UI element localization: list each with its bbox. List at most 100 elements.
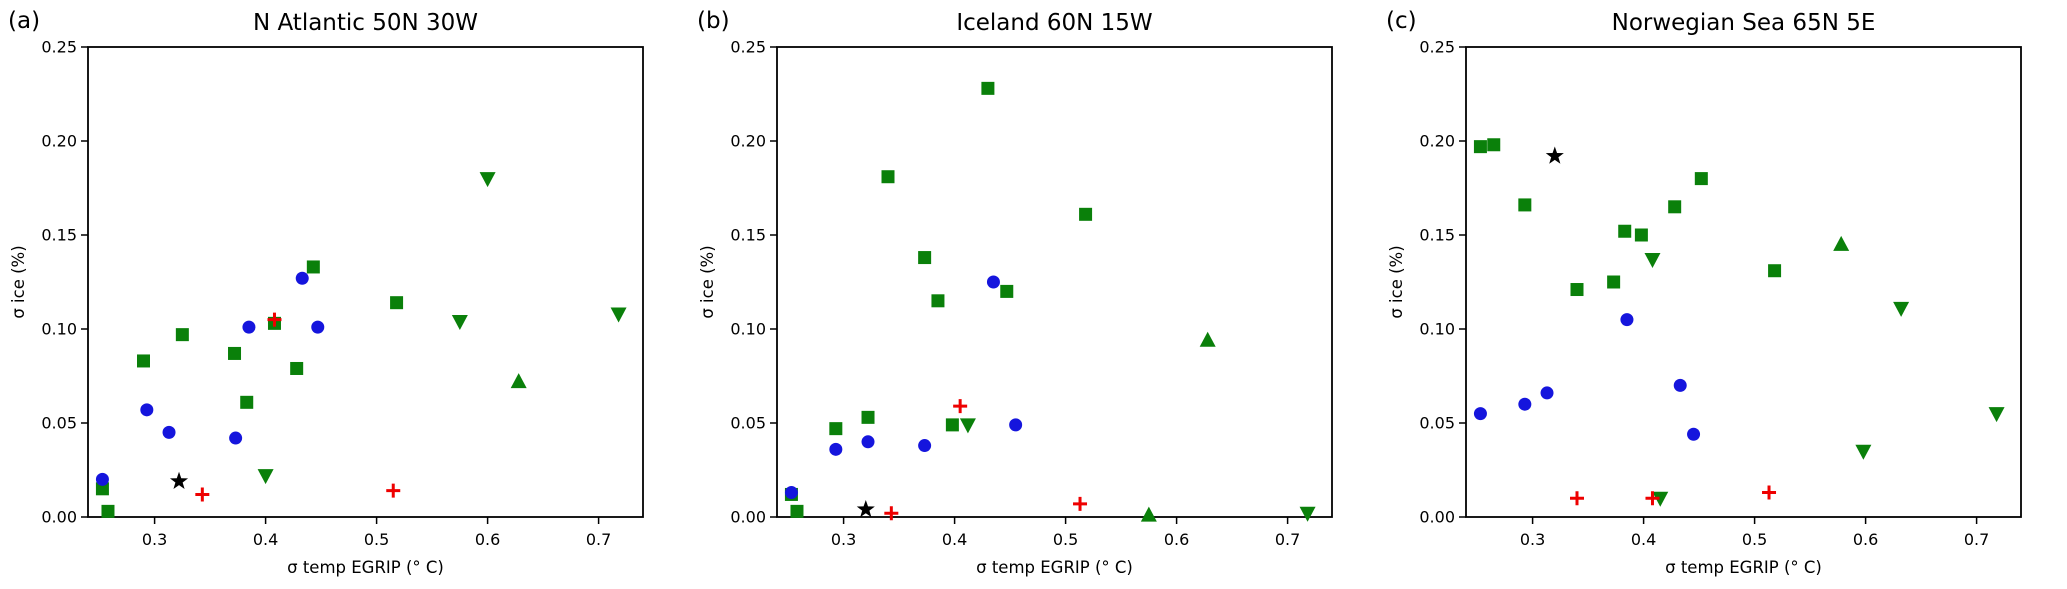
marker-plus	[953, 399, 968, 414]
marker-triangle-down	[1644, 252, 1661, 268]
marker-circle	[1673, 378, 1687, 392]
panel-label-b: (b)	[697, 8, 730, 34]
marker-square	[1000, 284, 1014, 298]
marker-square	[101, 504, 115, 518]
marker-plus	[1073, 496, 1088, 511]
x-axis-label: σ temp EGRIP (° C)	[287, 558, 444, 577]
marker-circle	[311, 320, 325, 334]
marker-triangle-down	[451, 314, 468, 330]
y-tick-label: 0.05	[41, 414, 77, 433]
x-tick-label: 0.5	[1053, 530, 1078, 549]
panel-c: (c) Norwegian Sea 65N 5E 0.3 0.4 0.5 0.6 0.7 0…	[1378, 0, 2067, 589]
marker-plus	[884, 506, 899, 521]
marker-square	[829, 422, 843, 436]
x-tick-label: 0.7	[1275, 530, 1300, 549]
marker-circle	[1009, 418, 1023, 432]
marker-triangle-down	[610, 307, 627, 323]
y-tick-label: 0.05	[730, 414, 766, 433]
marker-plus	[1645, 491, 1660, 506]
marker-circle	[784, 486, 798, 500]
marker-square	[1668, 200, 1682, 214]
y-tick-label: 0.00	[41, 508, 77, 527]
scatter-plot-iceland: Iceland 60N 15W 0.3 0.4 0.5 0.6 0.7 0.00 0.05 0.…	[698, 10, 1333, 577]
marker-circle	[861, 435, 875, 449]
marker-triangle-up	[1199, 331, 1216, 347]
y-tick-label: 0.15	[1419, 226, 1455, 245]
marker-triangle-up	[1833, 235, 1850, 251]
plot-frame	[1465, 46, 2022, 518]
chart-title: Norwegian Sea 65N 5E	[1612, 10, 1876, 36]
marker-square	[861, 410, 875, 424]
y-tick-label: 0.10	[1419, 320, 1455, 339]
marker-plus	[1570, 491, 1584, 506]
marker-circle	[1620, 313, 1634, 327]
y-tick-label: 0.15	[41, 226, 77, 245]
y-tick-label: 0.25	[41, 38, 77, 57]
x-tick-label: 0.7	[586, 530, 611, 549]
x-axis-label: σ temp EGRIP (° C)	[976, 558, 1133, 577]
marker-plus	[1762, 485, 1777, 500]
marker-square	[881, 170, 895, 184]
x-tick-label: 0.6	[475, 530, 500, 549]
marker-square	[1079, 207, 1093, 221]
x-tick-label: 0.4	[253, 530, 278, 549]
marker-square	[1618, 224, 1632, 238]
y-tick-label: 0.20	[1419, 132, 1455, 151]
marker-square	[1570, 283, 1584, 297]
marker-square	[1634, 228, 1648, 242]
marker-triangle-down	[479, 172, 496, 188]
x-tick-label: 0.7	[1964, 530, 1989, 549]
marker-star	[169, 471, 189, 489]
x-tick-label: 0.4	[942, 530, 967, 549]
marker-square	[306, 260, 320, 274]
marker-triangle-up	[1140, 506, 1157, 522]
marker-square	[240, 395, 254, 409]
x-tick-label: 0.3	[831, 530, 856, 549]
marker-plus	[195, 487, 210, 502]
marker-square	[1694, 172, 1708, 186]
marker-triangle-down	[959, 418, 976, 434]
y-axis-label: σ ice (%)	[9, 245, 28, 318]
marker-circle	[295, 271, 309, 285]
marker-star	[856, 499, 875, 518]
marker-circle	[242, 320, 256, 334]
panel-b: (b) Iceland 60N 15W 0.3 0.4 0.5 0.6 0.7 0.00 0.…	[689, 0, 1378, 589]
plot-frame	[776, 46, 1333, 518]
y-tick-label: 0.10	[41, 320, 77, 339]
marker-triangle-down	[1299, 506, 1316, 522]
marker-triangle-down	[1893, 301, 1910, 317]
x-tick-label: 0.6	[1164, 530, 1189, 549]
marker-circle	[918, 439, 932, 453]
marker-square	[290, 361, 304, 375]
panel-a: (a) N Atlantic 50N 30W 0.3 0.4 0.5 0.6 0.7 0.0…	[0, 0, 689, 589]
marker-square	[95, 482, 109, 496]
scatter-plot-n-atlantic: N Atlantic 50N 30W 0.3 0.4 0.5 0.6 0.7 0.00 0.0…	[9, 10, 644, 577]
marker-square	[137, 354, 150, 368]
marker-circle	[1518, 397, 1532, 411]
x-tick-label: 0.5	[1742, 530, 1767, 549]
marker-circle	[829, 442, 843, 456]
y-tick-label: 0.20	[730, 132, 766, 151]
marker-circle	[162, 425, 176, 439]
x-tick-label: 0.4	[1631, 530, 1656, 549]
marker-circle	[229, 431, 243, 445]
marker-plus	[386, 483, 401, 498]
panel-label-a: (a)	[8, 8, 41, 34]
marker-square	[1473, 140, 1487, 154]
chart-title: N Atlantic 50N 30W	[253, 10, 478, 36]
marker-square	[175, 328, 189, 342]
marker-circle	[986, 275, 1000, 289]
y-tick-label: 0.00	[730, 508, 766, 527]
marker-square	[1768, 264, 1782, 278]
y-tick-label: 0.25	[730, 38, 766, 57]
panel-label-c: (c)	[1386, 8, 1417, 34]
marker-plus	[267, 312, 282, 327]
marker-square	[945, 418, 959, 432]
y-tick-label: 0.15	[730, 226, 766, 245]
marker-square	[228, 346, 242, 360]
x-tick-label: 0.6	[1853, 530, 1878, 549]
chart-title: Iceland 60N 15W	[956, 10, 1152, 36]
x-tick-label: 0.5	[364, 530, 389, 549]
marker-triangle-down	[257, 469, 274, 485]
